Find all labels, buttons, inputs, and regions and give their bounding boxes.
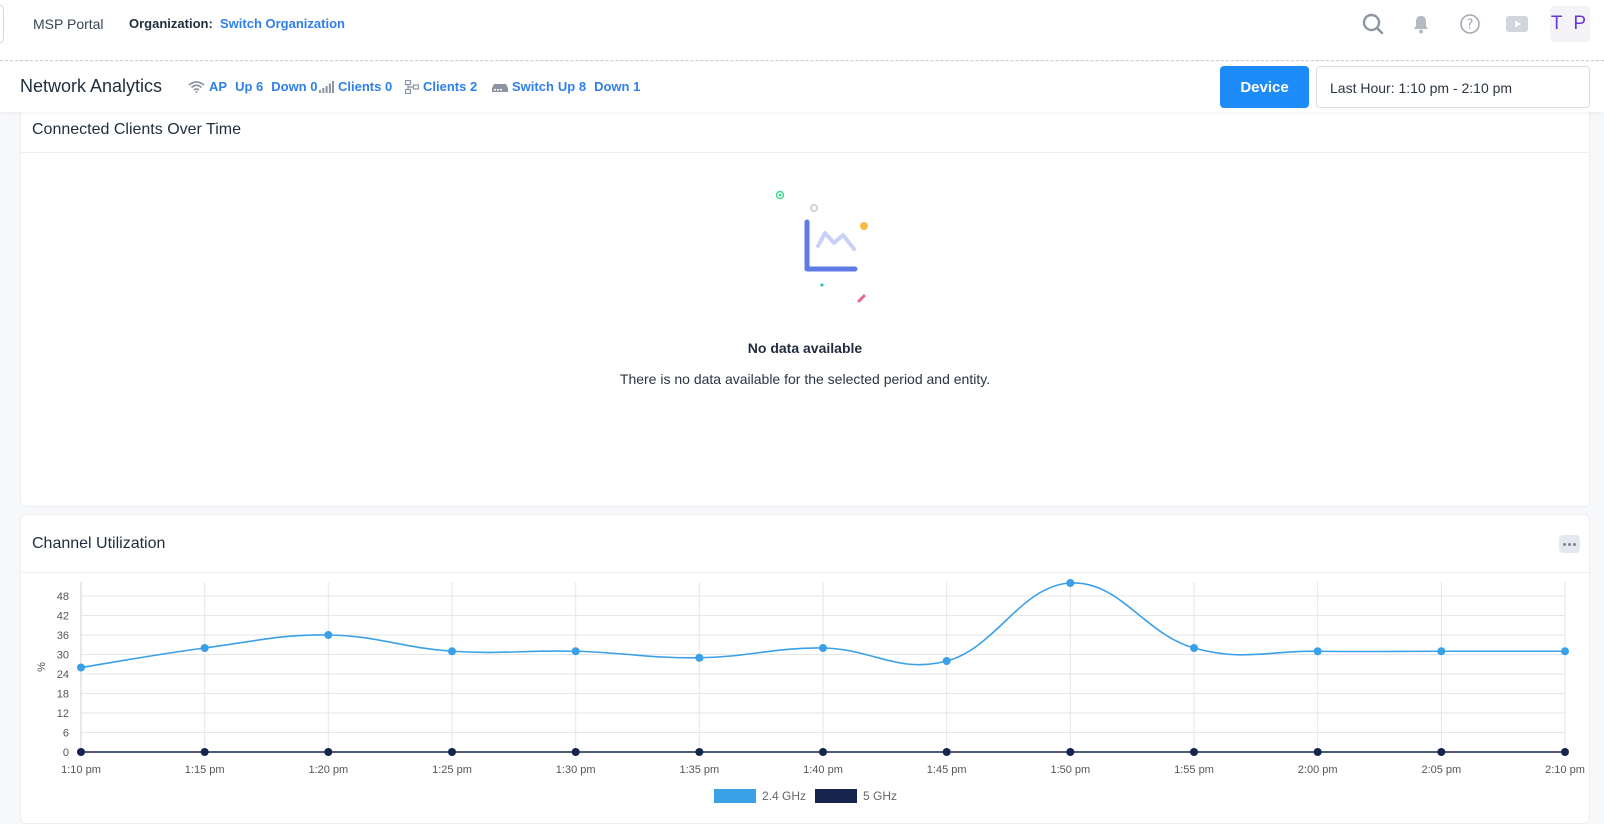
device-button[interactable]: Device bbox=[1220, 66, 1309, 108]
switch-label: Switch bbox=[512, 79, 554, 94]
legend-swatch bbox=[714, 789, 756, 803]
user-avatar[interactable]: T P bbox=[1550, 6, 1590, 42]
search-icon[interactable] bbox=[1361, 12, 1385, 36]
legend-item[interactable]: 2.4 GHz bbox=[714, 789, 806, 803]
bell-icon[interactable] bbox=[1409, 12, 1433, 36]
card-divider bbox=[21, 152, 1589, 153]
connected-clients-card: Connected Clients Over Time No data avai… bbox=[20, 112, 1590, 507]
svg-text:?: ? bbox=[1467, 18, 1474, 33]
video-icon[interactable] bbox=[1505, 12, 1529, 36]
legend-label: 2.4 GHz bbox=[762, 789, 807, 803]
wireless-clients-count: Clients 0 bbox=[338, 79, 393, 94]
wifi-icon bbox=[188, 81, 205, 93]
channel-utilization-card: Channel Utilization bbox=[20, 514, 1590, 824]
time-range-selector[interactable]: Last Hour: 1:10 pm - 2:10 pm bbox=[1316, 66, 1590, 108]
legend-swatch bbox=[815, 789, 857, 803]
more-options-icon[interactable] bbox=[1559, 535, 1580, 553]
connected-clients-title: Connected Clients Over Time bbox=[32, 121, 241, 138]
brand-name[interactable]: MSP Portal bbox=[33, 16, 104, 32]
ap-status[interactable]: AP Up 6 Down 0 bbox=[188, 79, 317, 94]
page-title: Network Analytics bbox=[20, 76, 163, 96]
help-icon[interactable]: ? bbox=[1458, 12, 1482, 36]
switch-status[interactable]: Switch Up 8 Down 1 bbox=[492, 79, 640, 94]
switch-down-count[interactable]: Down 1 bbox=[594, 79, 641, 94]
organization-label: Organization: bbox=[129, 16, 213, 31]
empty-state-title: No data available bbox=[747, 340, 863, 356]
wireless-clients-status[interactable]: Clients 0 bbox=[319, 79, 392, 94]
empty-state-description: There is no data available for the selec… bbox=[619, 371, 991, 387]
legend-item[interactable]: 5 GHz bbox=[815, 789, 897, 803]
switch-organization-link[interactable]: Switch Organization bbox=[220, 16, 345, 31]
sidebar-toggle[interactable] bbox=[0, 4, 4, 44]
top-header: MSP Portal Organization: Switch Organiza… bbox=[0, 0, 1604, 61]
card-divider bbox=[21, 572, 1589, 573]
empty-chart-illustration-icon bbox=[775, 190, 868, 303]
switch-up-count[interactable]: Up 8 bbox=[557, 79, 587, 94]
legend-label: 5 GHz bbox=[863, 789, 898, 803]
ap-down-count[interactable]: Down 0 bbox=[271, 79, 318, 94]
switch-icon bbox=[492, 83, 508, 92]
signal-bars-icon bbox=[319, 80, 334, 93]
wired-clients-count: Clients 2 bbox=[423, 79, 478, 94]
network-topology-icon bbox=[405, 79, 419, 94]
ap-label: AP bbox=[209, 79, 228, 94]
channel-utilization-title: Channel Utilization bbox=[32, 535, 166, 552]
wired-clients-status[interactable]: Clients 2 bbox=[405, 79, 477, 94]
ap-up-count[interactable]: Up 6 bbox=[235, 79, 264, 94]
analytics-subheader: Network Analytics AP Up 6 Down 0 Clients… bbox=[0, 62, 1604, 112]
